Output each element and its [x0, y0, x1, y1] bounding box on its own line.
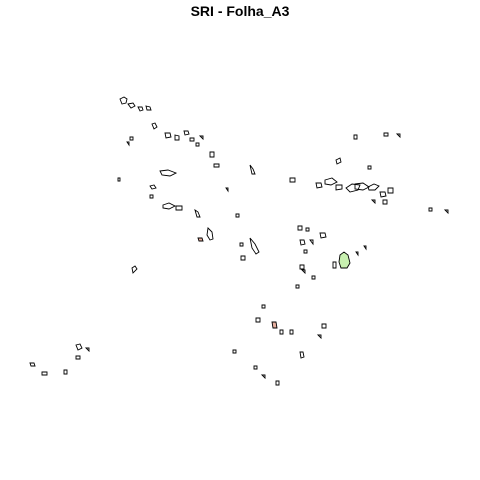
map-feature: [338, 251, 351, 269]
map-feature: [137, 106, 144, 112]
map-features: [29, 96, 449, 386]
map-feature: [206, 227, 214, 241]
map-feature: [225, 187, 229, 193]
map-feature: [324, 177, 338, 186]
map-feature: [319, 232, 327, 239]
map-feature: [255, 317, 261, 323]
map-feature: [353, 134, 358, 140]
map-feature: [174, 134, 180, 141]
map-feature: [159, 169, 178, 177]
map-feature: [175, 205, 183, 211]
map-feature: [149, 184, 157, 190]
map-feature: [209, 151, 215, 158]
map-feature: [299, 351, 305, 359]
map-feature: [289, 329, 294, 335]
map-feature: [316, 334, 322, 340]
map-feature: [145, 105, 152, 111]
map-feature: [345, 183, 361, 193]
map-feature: [289, 177, 296, 183]
map-feature: [131, 265, 138, 274]
map-feature: [151, 122, 158, 130]
map-feature: [303, 249, 308, 254]
map-feature: [183, 130, 190, 136]
map-feature: [387, 187, 394, 194]
map-feature: [299, 264, 305, 270]
map-feature: [239, 242, 244, 247]
map-feature: [383, 132, 389, 137]
map-feature: [235, 213, 240, 218]
map-feature: [249, 164, 256, 175]
map-feature: [367, 165, 372, 170]
map-feature: [279, 329, 284, 335]
map-feature: [367, 183, 380, 191]
map-feature: [382, 199, 388, 205]
map-feature: [129, 136, 134, 141]
map-feature: [260, 374, 266, 380]
map-feature: [261, 304, 266, 309]
map-feature: [297, 225, 303, 231]
map-feature: [75, 343, 83, 351]
map-feature: [335, 184, 343, 191]
map-feature: [379, 191, 387, 198]
map-feature: [197, 237, 204, 242]
map-feature: [164, 132, 172, 139]
map-feature: [213, 163, 220, 168]
map-feature: [315, 182, 323, 189]
map-feature: [271, 321, 278, 329]
map-feature: [117, 177, 121, 182]
map-feature: [370, 199, 376, 205]
map-feature: [295, 284, 300, 289]
map-feature: [275, 380, 280, 386]
map-feature: [305, 227, 310, 232]
map-feature: [363, 245, 367, 251]
map-feature: [311, 275, 316, 280]
map-feature: [195, 142, 200, 147]
map-feature: [354, 182, 370, 191]
map-feature: [443, 209, 449, 215]
map-feature: [127, 102, 136, 109]
map-title: SRI - Folha_A3: [190, 3, 290, 19]
map-feature: [162, 202, 177, 210]
map-feature: [300, 269, 306, 275]
map-feature: [253, 365, 258, 370]
map-feature: [249, 237, 260, 255]
map-feature: [194, 208, 201, 218]
map-feature: [321, 323, 327, 329]
map-feature: [355, 251, 359, 257]
map-feature: [309, 239, 314, 246]
map-feature: [189, 137, 195, 142]
map-feature: [84, 347, 90, 353]
map-feature: [119, 96, 128, 105]
map-feature: [232, 349, 237, 354]
map-feature: [395, 133, 401, 139]
map-feature: [428, 207, 433, 212]
map-feature: [198, 135, 204, 141]
map-feature: [240, 255, 246, 261]
map-feature: [149, 194, 154, 199]
map-feature: [41, 371, 48, 376]
map-feature: [299, 239, 306, 246]
map-feature: [126, 141, 130, 147]
map-feature: [332, 261, 337, 269]
map-feature: [63, 369, 68, 375]
map-feature: [75, 355, 81, 360]
map-feature: [335, 157, 342, 165]
map-feature: [29, 362, 36, 367]
